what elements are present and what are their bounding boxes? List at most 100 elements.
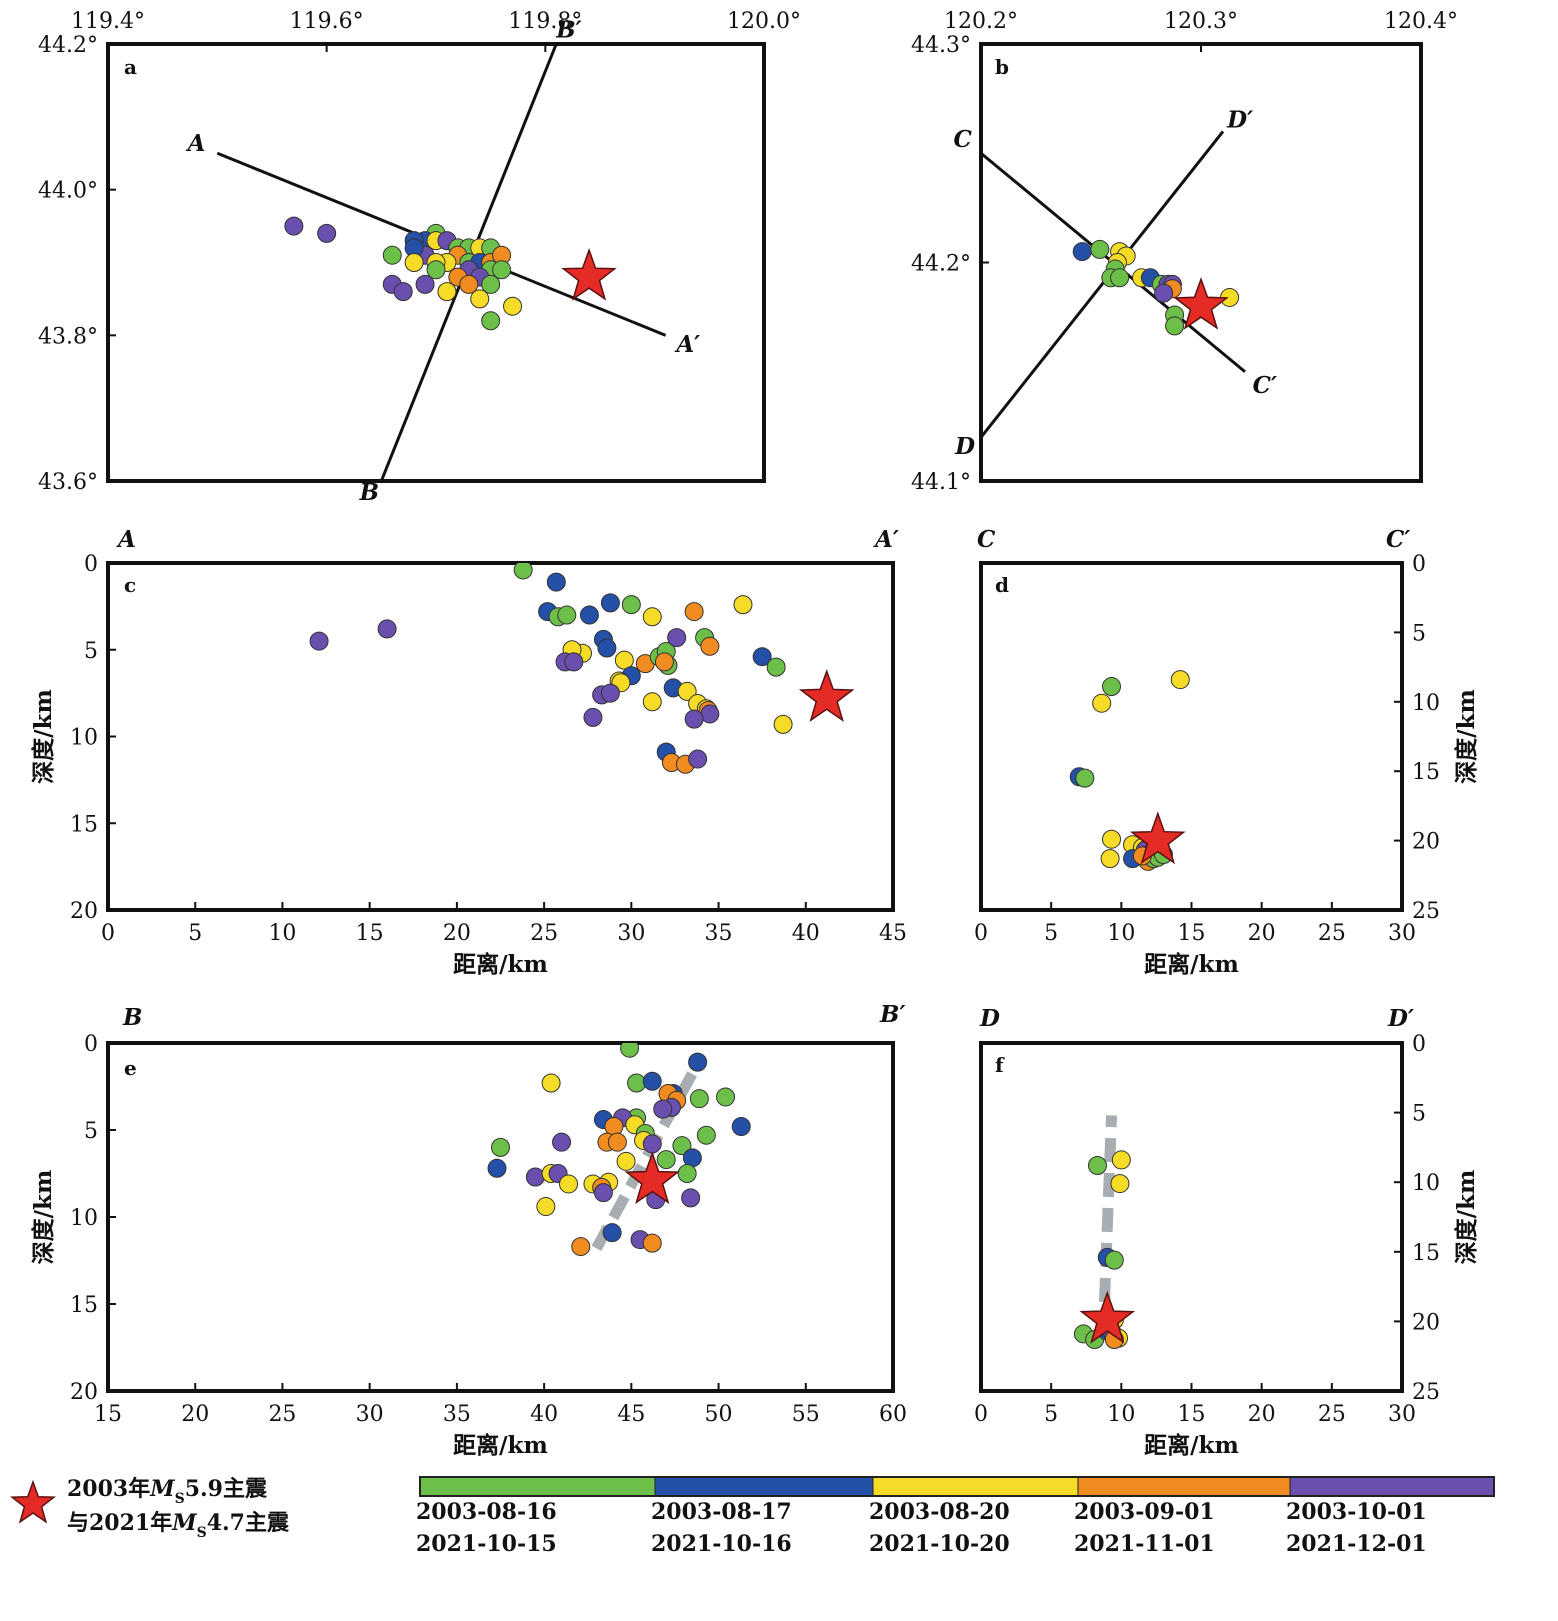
panel-c-frame xyxy=(106,561,895,912)
y-axis-label: 深度/km xyxy=(1453,1170,1480,1265)
panel-b-map: 120.2° 120.3° 120.4° 44.3° 44.2° 44.1° b C C′ D D′ xyxy=(911,9,1458,495)
colorbar-label-2003: 2003-08-17 xyxy=(651,1499,792,1525)
mainshock-star xyxy=(798,669,855,723)
event-point xyxy=(1100,849,1120,869)
event-point xyxy=(656,1150,676,1170)
y-tick-label: 0 xyxy=(1412,1032,1426,1057)
colorbar-label-2021: 2021-10-16 xyxy=(651,1531,792,1557)
event-point xyxy=(733,595,753,615)
x-axis-label: 距离/km xyxy=(1144,951,1239,978)
y-tick-label: 5 xyxy=(1412,621,1426,646)
fault-trace xyxy=(1098,1115,1118,1303)
event-point xyxy=(642,1134,662,1154)
x-tick-label: 30 xyxy=(1388,921,1416,946)
x-tick-label: 50 xyxy=(705,1402,733,1427)
x-tick-label: 25 xyxy=(1318,1402,1346,1427)
profile-label-start: D xyxy=(954,433,975,460)
colorbar-label-2003: 2003-08-20 xyxy=(869,1499,1010,1525)
panel-letter: e xyxy=(124,1056,137,1080)
x-tick-label: 25 xyxy=(1318,921,1346,946)
event-point xyxy=(1170,670,1190,690)
legend-star-label-2: 与2021年MS4.7主震 xyxy=(67,1510,290,1541)
x-tick-label: 45 xyxy=(879,921,907,946)
colorbar-label-2021: 2021-11-01 xyxy=(1074,1531,1215,1557)
y-tick-label: 15 xyxy=(1412,760,1440,785)
y-tick-label: 20 xyxy=(1412,1310,1440,1335)
x-tick-label: 15 xyxy=(1178,1402,1206,1427)
x-tick-label: 30 xyxy=(356,1402,384,1427)
event-point xyxy=(382,245,402,265)
event-point xyxy=(503,296,523,316)
event-point xyxy=(696,1125,716,1145)
event-point xyxy=(688,749,708,769)
x-tick-label: 35 xyxy=(443,1402,471,1427)
x-tick-label: 10 xyxy=(1107,1402,1135,1427)
event-point xyxy=(583,707,603,727)
event-point xyxy=(752,647,772,667)
y-tick-label: 10 xyxy=(1412,691,1440,716)
profile-label-start: A xyxy=(186,130,206,157)
y-tick-label: 10 xyxy=(70,1206,98,1231)
x-tick-label: 119.6° xyxy=(290,9,364,34)
event-point xyxy=(773,714,793,734)
profile-label-end: B′ xyxy=(555,16,582,43)
event-point xyxy=(766,657,786,677)
event-point xyxy=(600,683,620,703)
colorbar-label-2021: 2021-12-01 xyxy=(1286,1531,1427,1557)
event-point xyxy=(642,692,662,712)
y-tick-label: 10 xyxy=(1412,1171,1440,1196)
plot-area xyxy=(1069,670,1190,871)
legend-text-italic: M xyxy=(149,1476,175,1502)
y-tick-label: 44.3° xyxy=(911,33,971,58)
profile-label-end: A′ xyxy=(674,331,700,358)
x-tick-label: 10 xyxy=(1107,921,1135,946)
event-point xyxy=(653,1099,673,1119)
x-tick-label: 20 xyxy=(181,1402,209,1427)
panel-f-frame xyxy=(979,1041,1404,1393)
y-tick-label: 20 xyxy=(70,1380,98,1405)
x-axis-label: 距离/km xyxy=(1144,1432,1239,1459)
profile-end-label: C′ xyxy=(1386,526,1410,553)
event-point xyxy=(1092,693,1112,713)
event-point xyxy=(1165,316,1185,336)
colorbar-segment xyxy=(419,1476,656,1497)
x-tick-label: 30 xyxy=(1388,1402,1416,1427)
y-tick-label: 0 xyxy=(84,552,98,577)
x-tick-label: 40 xyxy=(530,1402,558,1427)
event-point xyxy=(492,260,512,280)
x-tick-label: 119.8° xyxy=(508,9,582,34)
panel-e-frame xyxy=(106,1041,895,1393)
event-point xyxy=(470,289,490,309)
x-tick-label: 20 xyxy=(1248,1402,1276,1427)
x-tick-label: 35 xyxy=(705,921,733,946)
colorbar-label-2003: 2003-09-01 xyxy=(1074,1499,1215,1525)
event-point xyxy=(642,1071,662,1091)
event-point xyxy=(672,1136,692,1156)
colorbar-label-2003: 2003-08-16 xyxy=(416,1499,557,1525)
panel-letter: c xyxy=(124,573,136,597)
event-point xyxy=(491,1137,510,1157)
panel-letter: b xyxy=(995,55,1009,79)
legend-text-part: 2003年 xyxy=(67,1476,150,1502)
y-tick-label: 44.2° xyxy=(911,252,971,277)
panel-letter: f xyxy=(995,1053,1005,1077)
x-tick-label: 15 xyxy=(1178,921,1206,946)
profile-start-label: B xyxy=(122,1004,142,1031)
legend-star-icon xyxy=(10,1479,56,1524)
y-tick-label: 20 xyxy=(70,899,98,924)
y-tick-label: 15 xyxy=(1412,1241,1440,1266)
x-tick-label: 15 xyxy=(356,921,384,946)
x-axis-label: 距离/km xyxy=(453,1432,548,1459)
panel-a-map: 119.4° 119.6° 119.8° 120.0° 44.2° 44.0° 43.8° 4… xyxy=(38,9,801,506)
event-point xyxy=(1090,239,1110,259)
colorbar-frame xyxy=(419,1476,1495,1497)
event-point xyxy=(616,1151,636,1171)
event-point xyxy=(393,282,413,302)
plot-area xyxy=(981,130,1246,439)
event-point xyxy=(602,1223,622,1243)
mainshock-star xyxy=(561,247,617,301)
event-point xyxy=(688,1052,708,1072)
plot-area xyxy=(487,1043,751,1257)
event-point xyxy=(559,1174,579,1194)
